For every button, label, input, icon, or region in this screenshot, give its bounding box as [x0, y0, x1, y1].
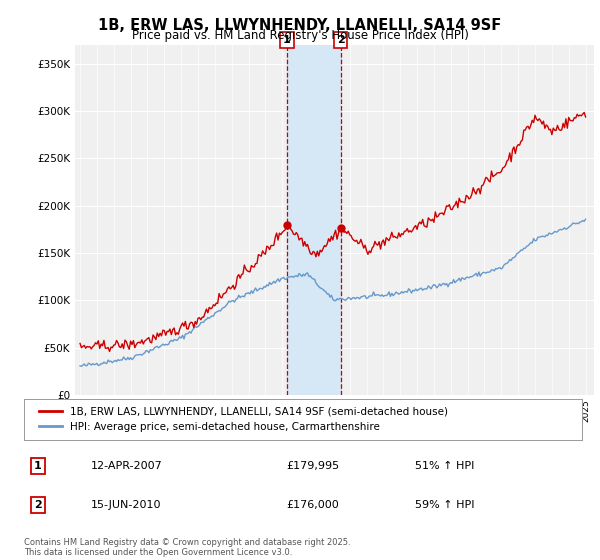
Text: 15-JUN-2010: 15-JUN-2010 [91, 500, 161, 510]
Legend: 1B, ERW LAS, LLWYNHENDY, LLANELLI, SA14 9SF (semi-detached house), HPI: Average : 1B, ERW LAS, LLWYNHENDY, LLANELLI, SA14 … [35, 403, 452, 436]
Text: Contains HM Land Registry data © Crown copyright and database right 2025.
This d: Contains HM Land Registry data © Crown c… [24, 538, 350, 557]
Text: 59% ↑ HPI: 59% ↑ HPI [415, 500, 474, 510]
Text: £176,000: £176,000 [286, 500, 339, 510]
Text: 1: 1 [283, 35, 291, 45]
Text: 51% ↑ HPI: 51% ↑ HPI [415, 461, 474, 471]
Text: 12-APR-2007: 12-APR-2007 [91, 461, 163, 471]
Text: 1: 1 [34, 461, 42, 471]
Text: 2: 2 [34, 500, 42, 510]
Text: Price paid vs. HM Land Registry's House Price Index (HPI): Price paid vs. HM Land Registry's House … [131, 29, 469, 42]
Text: £179,995: £179,995 [286, 461, 340, 471]
Bar [287, 45, 341, 395]
Text: 2: 2 [337, 35, 344, 45]
Text: 1B, ERW LAS, LLWYNHENDY, LLANELLI, SA14 9SF: 1B, ERW LAS, LLWYNHENDY, LLANELLI, SA14 … [98, 18, 502, 33]
